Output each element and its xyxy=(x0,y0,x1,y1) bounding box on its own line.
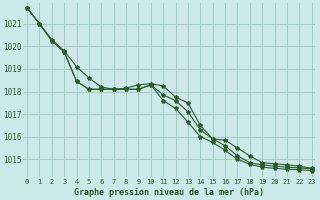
X-axis label: Graphe pression niveau de la mer (hPa): Graphe pression niveau de la mer (hPa) xyxy=(74,188,264,197)
